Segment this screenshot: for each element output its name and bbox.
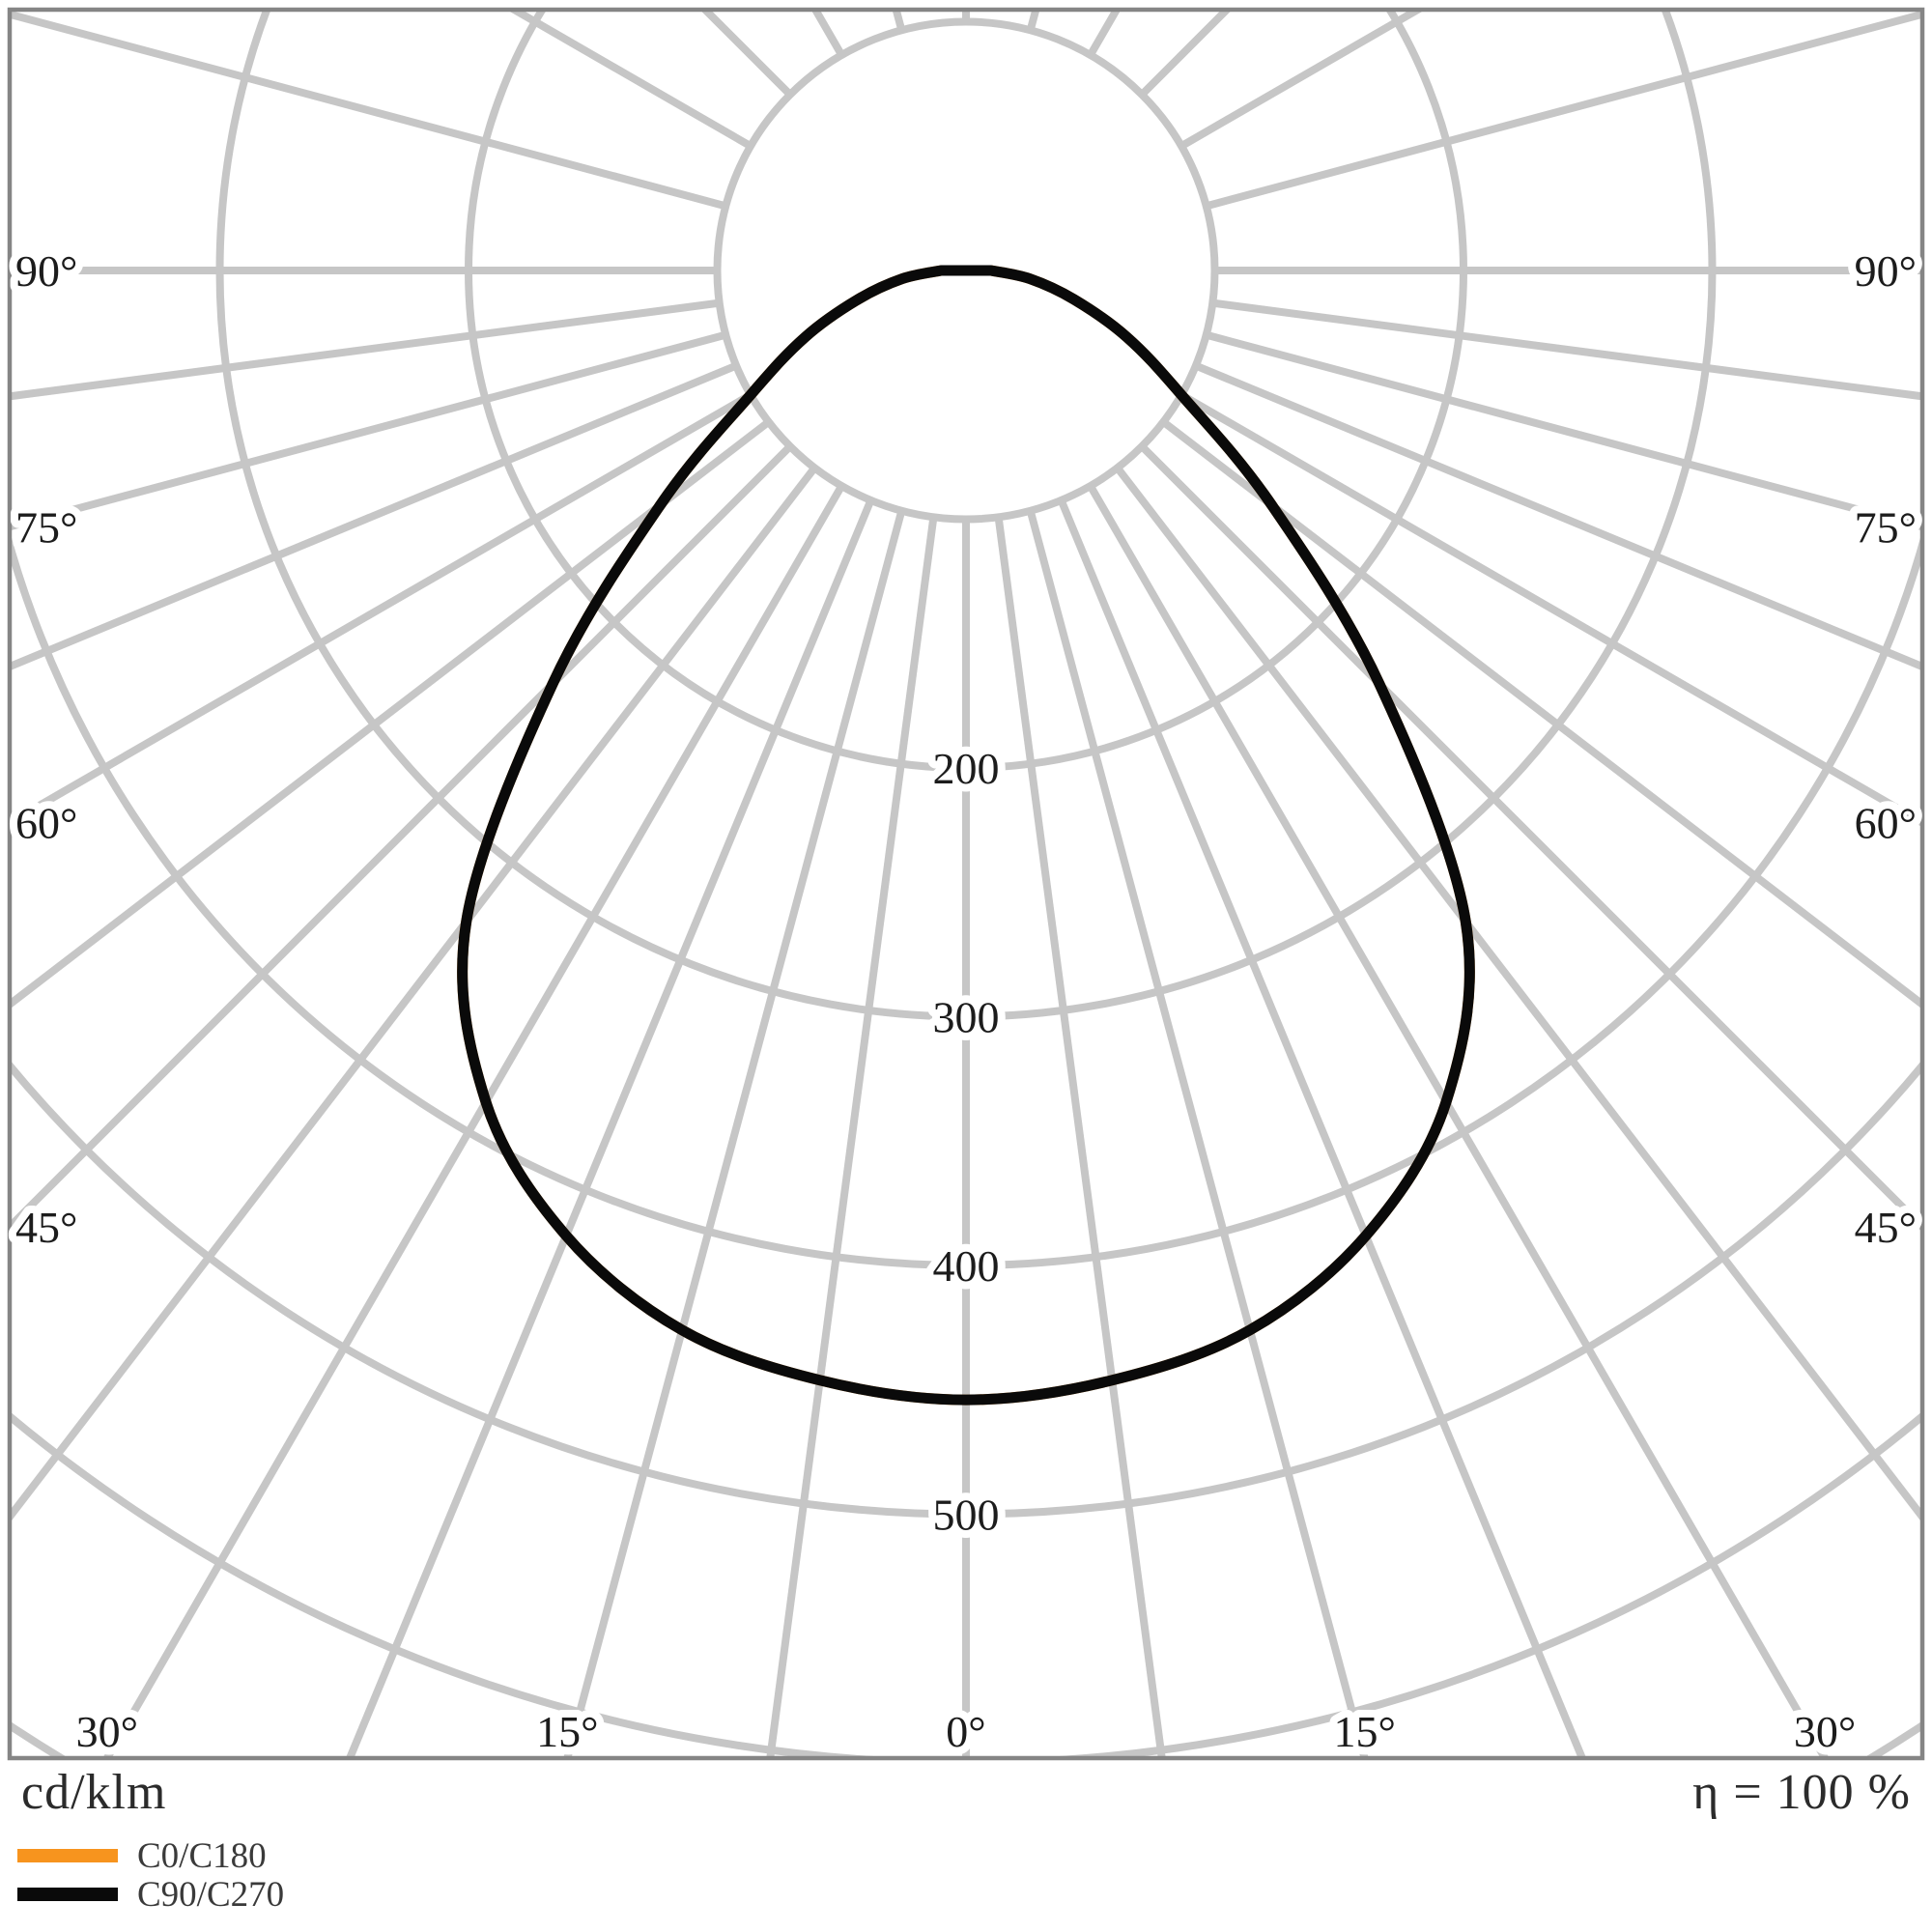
angle-label-bottom-right-30: 30° xyxy=(1794,1707,1856,1756)
ring-label-200: 200 xyxy=(933,744,1000,793)
ring-label-300: 300 xyxy=(933,993,1000,1042)
angle-label-bottom-0: 0° xyxy=(946,1707,985,1756)
grid-ray xyxy=(1179,10,1426,150)
grid-ray xyxy=(563,509,906,1758)
grid-ray xyxy=(10,418,772,1009)
grid-ray xyxy=(506,10,753,150)
radial-units-label: cd/klm xyxy=(21,1765,167,1820)
legend-row-c90: C90/C270 xyxy=(17,1875,284,1914)
plot-frame xyxy=(7,7,1925,1761)
c0-c180-color-swatch xyxy=(17,1849,118,1862)
ring-label-500: 500 xyxy=(933,1491,1000,1540)
angle-label-bottom-right-15: 15° xyxy=(1333,1707,1395,1756)
grid-ray xyxy=(1211,298,1922,401)
legend-label-c90-c270: C90/C270 xyxy=(137,1874,285,1915)
curve-c90-c270 xyxy=(457,265,1475,1406)
grid-ray xyxy=(10,361,738,671)
grid-ray xyxy=(1194,361,1922,671)
grid-ray xyxy=(1114,465,1922,1523)
ring-label-400: 400 xyxy=(933,1241,1000,1291)
angle-label-bottom-left-30: 30° xyxy=(76,1707,138,1756)
light-output-ratio-label: η = 100 % xyxy=(1692,1765,1911,1820)
c90-c270-color-swatch xyxy=(17,1888,118,1901)
grid-ray xyxy=(345,498,875,1758)
legend-row-c0: C0/C180 xyxy=(17,1836,284,1875)
grid-ray xyxy=(1205,10,1922,211)
grid-ray xyxy=(10,10,727,211)
grid-ray xyxy=(1057,498,1587,1758)
angle-label-right-60: 60° xyxy=(1855,799,1917,848)
grid-ray xyxy=(994,516,1166,1758)
grid-ray xyxy=(1179,391,1922,828)
angle-label-left-75: 75° xyxy=(15,502,77,552)
grid-ray xyxy=(1205,330,1922,531)
angle-label-right-45: 45° xyxy=(1855,1203,1917,1252)
angle-label-right-75: 75° xyxy=(1855,502,1917,552)
grid-ray xyxy=(10,391,753,828)
grid-ray xyxy=(102,484,845,1758)
angle-label-left-60: 60° xyxy=(15,799,77,848)
grid-ray xyxy=(10,298,721,401)
grid-ray xyxy=(1160,418,1922,1009)
angle-label-left-90: 90° xyxy=(15,246,77,296)
grid-ray xyxy=(1087,484,1830,1758)
grid-ray xyxy=(10,330,727,531)
grid-ray xyxy=(766,516,938,1758)
angle-label-right-90: 90° xyxy=(1855,246,1917,296)
grid-ray xyxy=(1139,443,1922,1233)
angle-label-bottom-left-15: 15° xyxy=(536,1707,598,1756)
grid-ray xyxy=(10,465,818,1523)
grid-ray xyxy=(1026,10,1040,32)
legend: C0/C180 C90/C270 xyxy=(17,1836,284,1914)
axis-labels: 90° 90° 75° 75° 60° 60° 45° 45° 30° 30° 15° 15° 0° 20… xyxy=(8,239,1924,1764)
grid-ray xyxy=(10,443,793,1233)
grid-ray xyxy=(1026,509,1369,1758)
grid-ray xyxy=(892,10,906,32)
angle-label-left-45: 45° xyxy=(15,1203,77,1252)
legend-label-c0-c180: C0/C180 xyxy=(137,1835,267,1876)
